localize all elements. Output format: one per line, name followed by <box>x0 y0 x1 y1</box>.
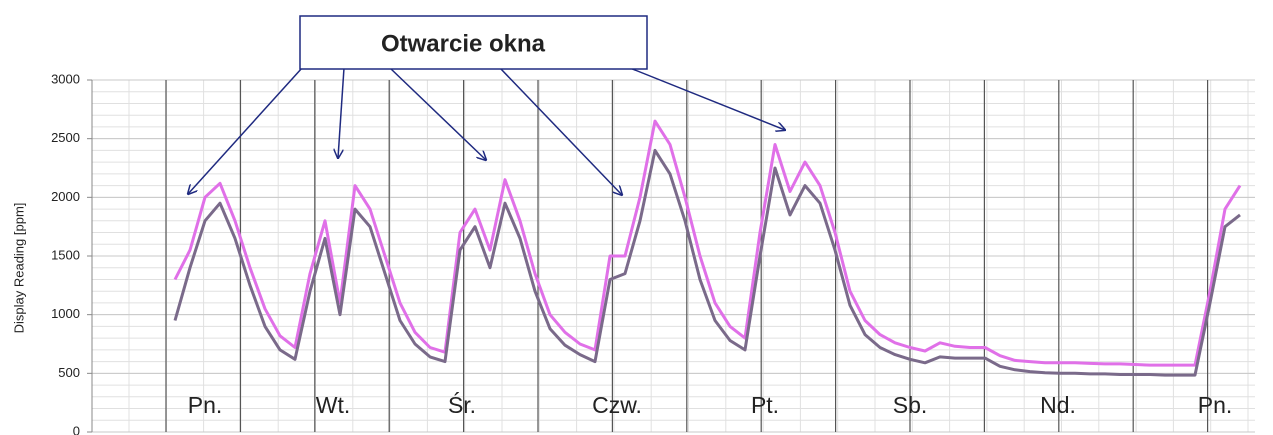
x-category-label: Wt. <box>316 392 351 418</box>
series-line <box>173 119 1242 367</box>
annotation-box <box>299 15 648 70</box>
y-tick-label: 2000 <box>51 189 80 204</box>
x-category-label: Pn. <box>1198 392 1233 418</box>
y-tick-label: 500 <box>58 365 80 380</box>
x-category-label: Pn. <box>188 392 223 418</box>
labels: 0 500 1000 1500 2000 2500 3000 Pn. Wt. Śr. Czw. Pt.… <box>51 71 1232 435</box>
y-tick-label: 1500 <box>51 247 80 262</box>
y-tick-label: 1000 <box>51 306 80 321</box>
x-category-label: Pt. <box>751 392 779 418</box>
y-axis-label: Display Reading [ppm] <box>11 203 26 334</box>
x-category-label: Śr. <box>448 391 476 418</box>
annotation: Otwarcie okna <box>381 30 546 57</box>
lines <box>173 119 1242 377</box>
grid <box>87 79 1255 433</box>
x-category-label: Nd. <box>1040 392 1076 418</box>
series-line <box>173 148 1241 377</box>
x-category-label: Sb. <box>893 392 928 418</box>
x-category-label: Czw. <box>592 392 642 418</box>
annotation-arrows <box>188 67 785 195</box>
y-tick-label: 3000 <box>51 71 80 86</box>
y-tick-label: 0 <box>73 423 80 435</box>
y-tick-label: 2500 <box>51 130 80 145</box>
